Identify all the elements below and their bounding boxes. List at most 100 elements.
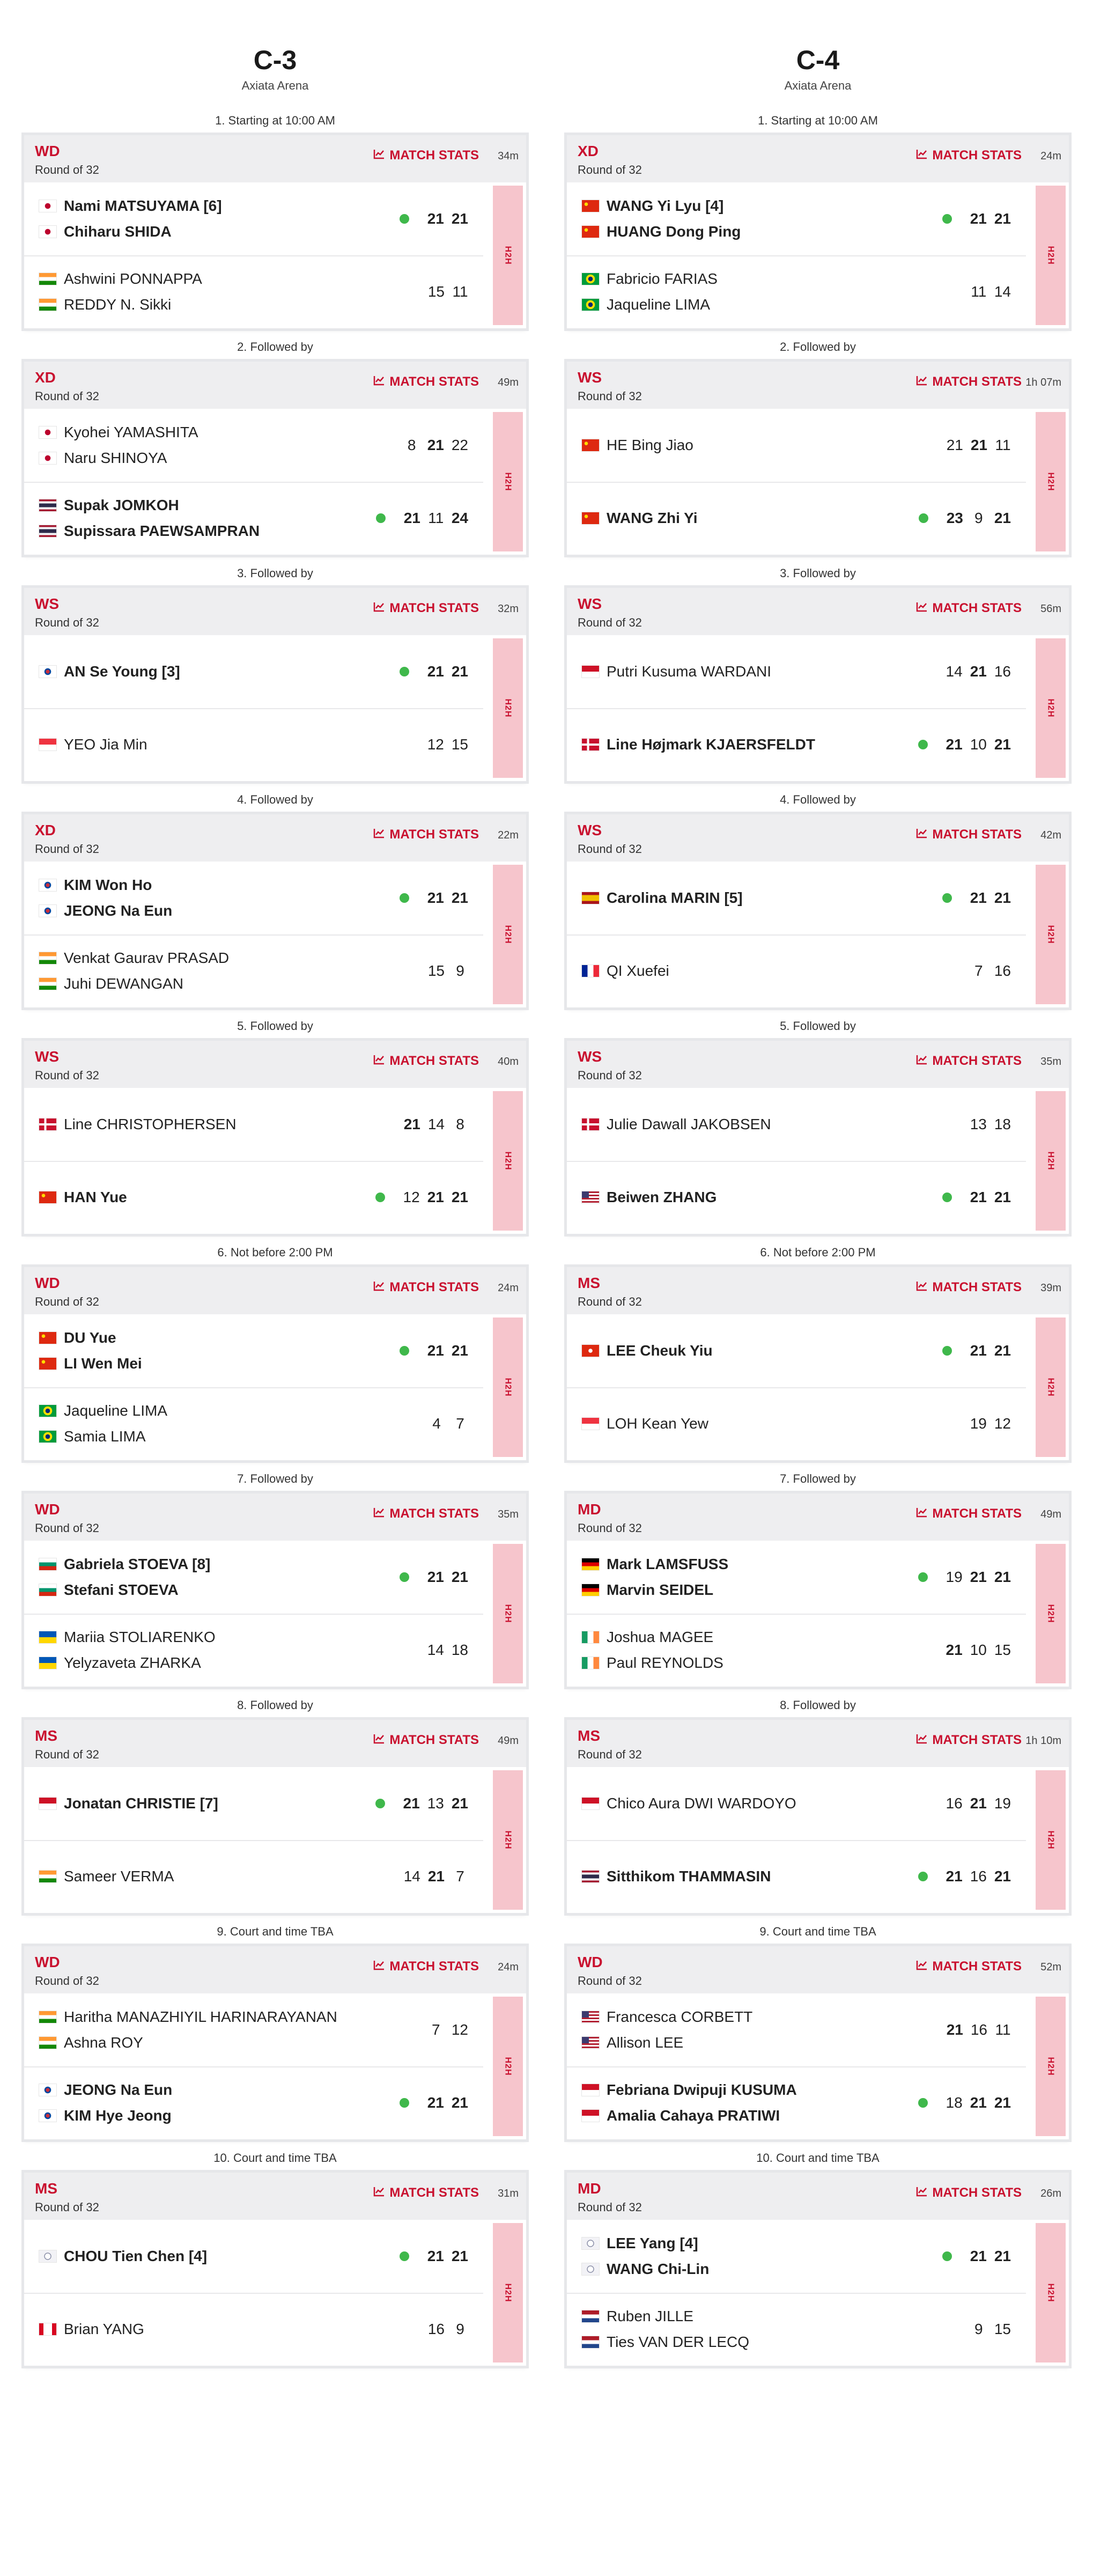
match-stats-link[interactable]: MATCH STATS: [916, 1733, 1022, 1748]
player[interactable]: JEONG Na Eun: [39, 2081, 172, 2099]
player[interactable]: Francesca CORBETT: [582, 2008, 752, 2026]
player[interactable]: Ruben JILLE: [582, 2307, 749, 2325]
match-card[interactable]: MS Round of 32 MATCH STATS 1h 10m Chico Aura…: [567, 1720, 1069, 1913]
player[interactable]: JEONG Na Eun: [39, 902, 172, 920]
match-card[interactable]: WS Round of 32 MATCH STATS 42m Carolina MARI…: [567, 814, 1069, 1007]
match-stats-link[interactable]: MATCH STATS: [916, 374, 1022, 389]
h2h-button[interactable]: H2H: [493, 1318, 523, 1457]
player[interactable]: Line Højmark KJAERSFELDT: [582, 735, 815, 754]
h2h-button[interactable]: H2H: [493, 1770, 523, 1910]
player[interactable]: Carolina MARIN [5]: [582, 889, 743, 907]
player[interactable]: KIM Hye Jeong: [39, 2107, 172, 2125]
player[interactable]: Febriana Dwipuji KUSUMA: [582, 2081, 797, 2099]
match-stats-link[interactable]: MATCH STATS: [373, 1280, 479, 1295]
player[interactable]: Jonatan CHRISTIE [7]: [39, 1794, 218, 1813]
player[interactable]: Marvin SEIDEL: [582, 1581, 728, 1599]
player[interactable]: Chiharu SHIDA: [39, 223, 222, 241]
match-card[interactable]: MD Round of 32 MATCH STATS 26m LEE Yang [4] W…: [567, 2173, 1069, 2366]
h2h-button[interactable]: H2H: [1036, 1318, 1066, 1457]
player[interactable]: REDDY N. Sikki: [39, 296, 202, 314]
match-card[interactable]: WS Round of 32 MATCH STATS 56m Putri Kusuma …: [567, 588, 1069, 781]
player[interactable]: HE Bing Jiao: [582, 436, 693, 454]
h2h-button[interactable]: H2H: [493, 865, 523, 1004]
match-stats-link[interactable]: MATCH STATS: [373, 1733, 479, 1748]
match-stats-link[interactable]: MATCH STATS: [916, 1506, 1022, 1521]
match-stats-link[interactable]: MATCH STATS: [373, 1054, 479, 1069]
player[interactable]: Mariia STOLIARENKO: [39, 1628, 216, 1646]
match-stats-link[interactable]: MATCH STATS: [373, 1959, 479, 1974]
player[interactable]: DU Yue: [39, 1329, 142, 1347]
match-card[interactable]: WD Round of 32 MATCH STATS 34m Nami MATSUYAM…: [24, 135, 526, 328]
match-card[interactable]: XD Round of 32 MATCH STATS 49m Kyohei YAMASH…: [24, 362, 526, 555]
match-card[interactable]: MS Round of 32 MATCH STATS 49m Jonatan CHRIS…: [24, 1720, 526, 1913]
player[interactable]: Kyohei YAMASHITA: [39, 423, 198, 441]
player[interactable]: Fabricio FARIAS: [582, 270, 718, 288]
match-stats-link[interactable]: MATCH STATS: [916, 827, 1022, 842]
h2h-button[interactable]: H2H: [1036, 1770, 1066, 1910]
player[interactable]: Allison LEE: [582, 2034, 752, 2052]
player[interactable]: Supak JOMKOH: [39, 496, 260, 514]
match-card[interactable]: WS Round of 32 MATCH STATS 40m Line CHRISTOP…: [24, 1041, 526, 1234]
match-stats-link[interactable]: MATCH STATS: [916, 2185, 1022, 2200]
h2h-button[interactable]: H2H: [493, 638, 523, 778]
h2h-button[interactable]: H2H: [1036, 186, 1066, 325]
match-card[interactable]: XD Round of 32 MATCH STATS 24m WANG Yi Lyu […: [567, 135, 1069, 328]
player[interactable]: Juhi DEWANGAN: [39, 975, 229, 993]
match-stats-link[interactable]: MATCH STATS: [373, 2185, 479, 2200]
h2h-button[interactable]: H2H: [493, 186, 523, 325]
player[interactable]: LEE Yang [4]: [582, 2234, 709, 2253]
match-card[interactable]: MS Round of 32 MATCH STATS 31m CHOU Tien Che…: [24, 2173, 526, 2366]
match-card[interactable]: WS Round of 32 MATCH STATS 35m Julie Dawall …: [567, 1041, 1069, 1234]
player[interactable]: Gabriela STOEVA [8]: [39, 1555, 210, 1573]
h2h-button[interactable]: H2H: [1036, 1091, 1066, 1231]
player[interactable]: QI Xuefei: [582, 962, 669, 980]
player[interactable]: HAN Yue: [39, 1188, 127, 1206]
match-card[interactable]: WD Round of 32 MATCH STATS 35m Gabriela STOE…: [24, 1493, 526, 1687]
player[interactable]: Chico Aura DWI WARDOYO: [582, 1794, 796, 1813]
match-card[interactable]: MD Round of 32 MATCH STATS 49m Mark LAMSFUSS…: [567, 1493, 1069, 1687]
player[interactable]: LOH Kean Yew: [582, 1415, 708, 1433]
h2h-button[interactable]: H2H: [1036, 412, 1066, 551]
player[interactable]: Joshua MAGEE: [582, 1628, 723, 1646]
player[interactable]: Sameer VERMA: [39, 1867, 174, 1886]
player[interactable]: Naru SHINOYA: [39, 449, 198, 467]
match-stats-link[interactable]: MATCH STATS: [373, 1506, 479, 1521]
player[interactable]: LEE Cheuk Yiu: [582, 1342, 713, 1360]
match-card[interactable]: XD Round of 32 MATCH STATS 22m KIM Won Ho JEO…: [24, 814, 526, 1007]
match-stats-link[interactable]: MATCH STATS: [916, 1280, 1022, 1295]
player[interactable]: Beiwen ZHANG: [582, 1188, 717, 1206]
match-stats-link[interactable]: MATCH STATS: [916, 1959, 1022, 1974]
player[interactable]: Stefani STOEVA: [39, 1581, 210, 1599]
player[interactable]: Jaqueline LIMA: [39, 1402, 167, 1420]
h2h-button[interactable]: H2H: [1036, 1544, 1066, 1683]
player[interactable]: Line CHRISTOPHERSEN: [39, 1115, 237, 1134]
h2h-button[interactable]: H2H: [1036, 1997, 1066, 2136]
player[interactable]: Ashna ROY: [39, 2034, 337, 2052]
player[interactable]: HUANG Dong Ping: [582, 223, 741, 241]
match-stats-link[interactable]: MATCH STATS: [373, 827, 479, 842]
match-stats-link[interactable]: MATCH STATS: [373, 374, 479, 389]
h2h-button[interactable]: H2H: [493, 1091, 523, 1231]
player[interactable]: Mark LAMSFUSS: [582, 1555, 728, 1573]
match-card[interactable]: MS Round of 32 MATCH STATS 39m LEE Cheuk Yiu…: [567, 1267, 1069, 1460]
match-stats-link[interactable]: MATCH STATS: [916, 1054, 1022, 1069]
h2h-button[interactable]: H2H: [1036, 2223, 1066, 2362]
match-card[interactable]: WD Round of 32 MATCH STATS 24m DU Yue LI Wen …: [24, 1267, 526, 1460]
player[interactable]: Ashwini PONNAPPA: [39, 270, 202, 288]
player[interactable]: WANG Chi-Lin: [582, 2260, 709, 2278]
player[interactable]: LI Wen Mei: [39, 1355, 142, 1373]
match-card[interactable]: WS Round of 32 MATCH STATS 32m AN Se Young […: [24, 588, 526, 781]
h2h-button[interactable]: H2H: [493, 2223, 523, 2362]
player[interactable]: Brian YANG: [39, 2320, 144, 2338]
match-stats-link[interactable]: MATCH STATS: [373, 601, 479, 616]
match-card[interactable]: WD Round of 32 MATCH STATS 52m Francesca COR…: [567, 1946, 1069, 2139]
player[interactable]: WANG Zhi Yi: [582, 509, 698, 527]
player[interactable]: WANG Yi Lyu [4]: [582, 197, 741, 215]
match-stats-link[interactable]: MATCH STATS: [916, 148, 1022, 163]
player[interactable]: Julie Dawall JAKOBSEN: [582, 1115, 771, 1134]
match-stats-link[interactable]: MATCH STATS: [373, 148, 479, 163]
match-card[interactable]: WS Round of 32 MATCH STATS 1h 07m HE Bing Ji…: [567, 362, 1069, 555]
player[interactable]: CHOU Tien Chen [4]: [39, 2247, 207, 2265]
player[interactable]: Paul REYNOLDS: [582, 1654, 723, 1672]
player[interactable]: AN Se Young [3]: [39, 663, 180, 681]
